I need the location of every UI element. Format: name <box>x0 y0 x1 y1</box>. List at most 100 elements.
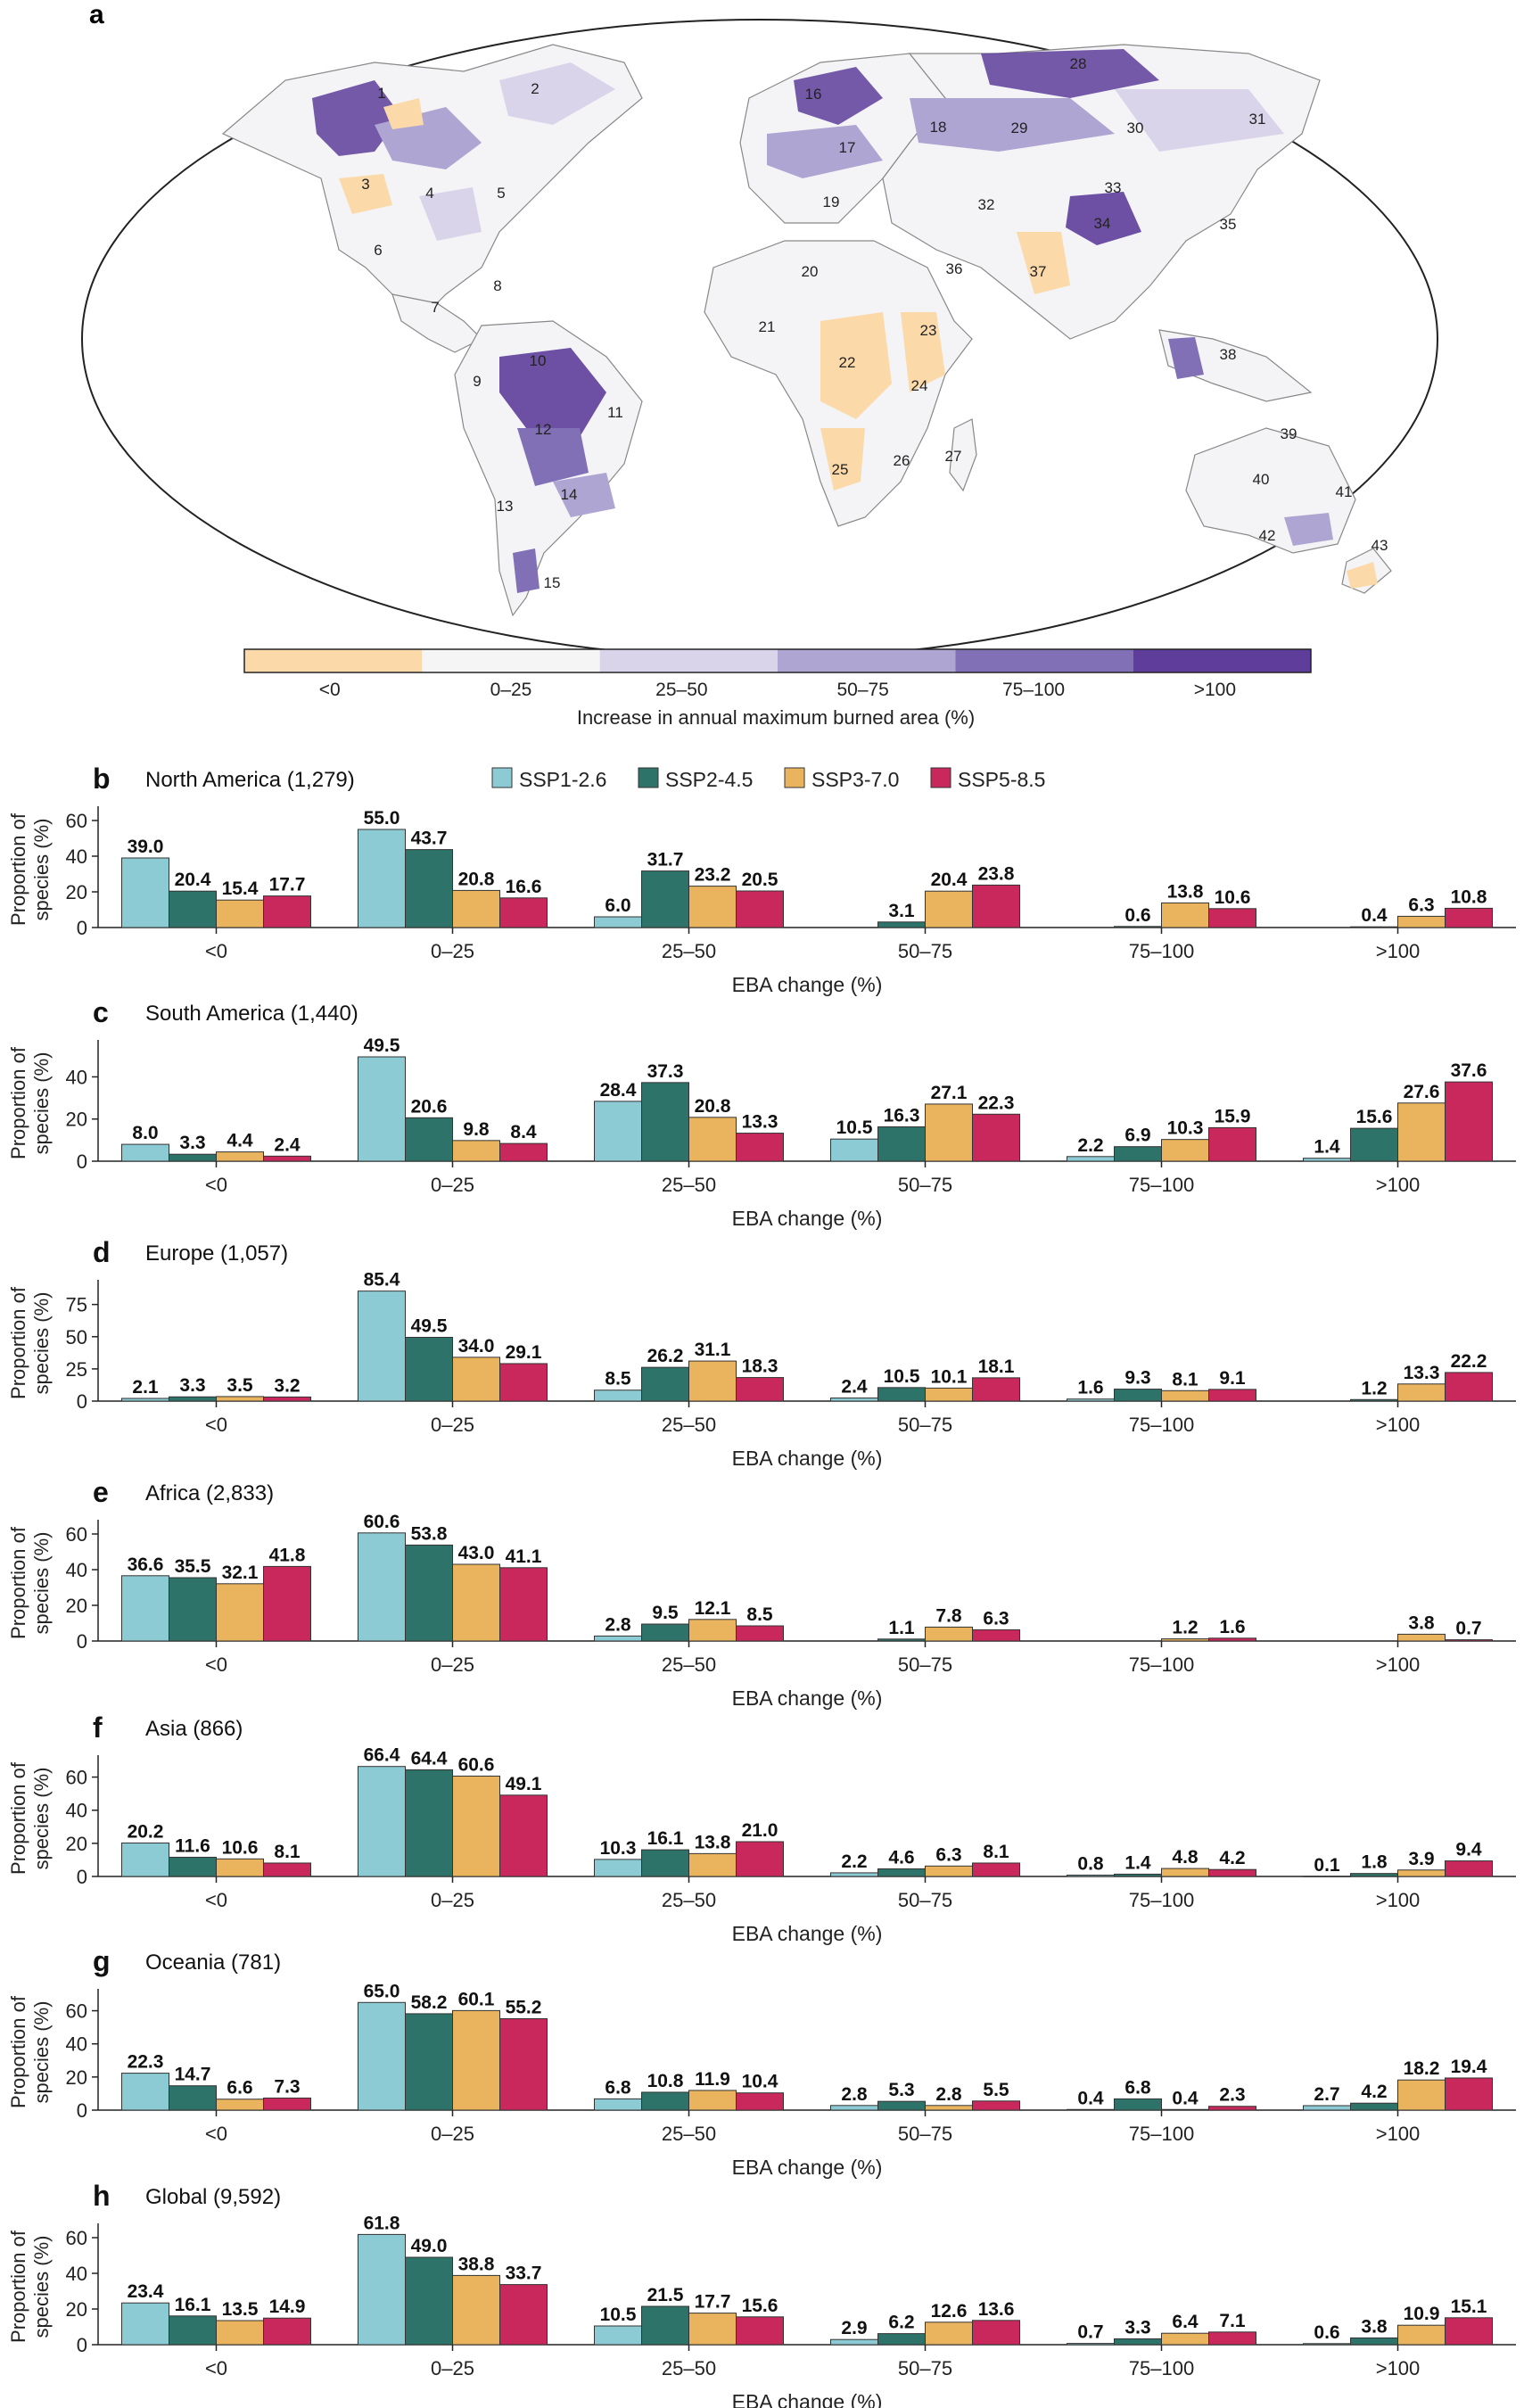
bar <box>1161 1868 1209 1877</box>
bar-value-label: 55.2 <box>506 1997 542 2017</box>
bar-value-label: 22.3 <box>128 2052 164 2073</box>
patch-region-14 <box>553 473 615 517</box>
bar <box>169 1856 217 1877</box>
bar <box>641 1849 689 1877</box>
colorbar-tick: 50–75 <box>836 680 888 700</box>
bar <box>972 2320 1020 2346</box>
bar <box>1445 1860 1493 1877</box>
bar <box>830 2338 878 2346</box>
y-tick-label: 40 <box>66 2263 87 2285</box>
bar-value-label: 6.3 <box>983 1608 1009 1629</box>
bar-value-label: 49.5 <box>364 1035 400 1056</box>
bar-value-label: 31.1 <box>695 1340 731 1360</box>
colorbar-segment <box>1133 649 1311 672</box>
bar-value-label: 2.4 <box>274 1134 301 1155</box>
bar <box>499 897 548 928</box>
bar-value-label: 12.1 <box>695 1598 731 1619</box>
y-axis-label: Proportion ofspecies (%) <box>7 1995 53 2108</box>
colorbar-segment <box>422 649 600 672</box>
x-tick-label: >100 <box>1376 2123 1421 2145</box>
bar-value-label: 1.6 <box>1077 1378 1103 1398</box>
bar-value-label: 8.4 <box>510 1122 537 1142</box>
bar <box>121 1842 169 1877</box>
bar <box>1161 1390 1209 1402</box>
bar <box>736 1133 784 1162</box>
y-axis-label: Proportion ofspecies (%) <box>7 812 53 926</box>
region-label: 41 <box>1336 483 1353 500</box>
bar <box>452 2274 500 2346</box>
bar-value-label: 13.6 <box>978 2299 1015 2320</box>
patch-region-2b <box>499 62 615 125</box>
bar-value-label: 2.2 <box>1077 1135 1103 1156</box>
bar-value-label: 53.8 <box>411 1523 448 1544</box>
y-tick-label: 0 <box>77 2334 87 2356</box>
bar <box>641 870 689 928</box>
x-tick-label: >100 <box>1376 1174 1421 1196</box>
bar <box>1208 1637 1256 1642</box>
region-label: 24 <box>911 377 928 394</box>
bar <box>216 1858 264 1877</box>
bar-value-label: 66.4 <box>364 1745 400 1766</box>
bar-value-label: 1.8 <box>1361 1852 1388 1873</box>
bar <box>736 890 784 928</box>
region-label: 27 <box>945 448 962 465</box>
bar <box>830 2105 878 2111</box>
bar-value-label: 10.4 <box>742 2072 778 2092</box>
bar-value-label: 37.6 <box>1451 1060 1487 1081</box>
bar-value-label: 15.6 <box>1356 1107 1393 1127</box>
region-label: 39 <box>1281 425 1297 442</box>
bar-value-label: 17.7 <box>269 875 306 895</box>
x-tick-label: 0–25 <box>431 940 474 962</box>
bar <box>1397 1633 1446 1642</box>
x-tick-label: 75–100 <box>1129 1653 1194 1676</box>
bar-value-label: 18.3 <box>742 1357 778 1377</box>
bar-value-label: 3.3 <box>179 1133 205 1153</box>
bar-value-label: 11.6 <box>175 1835 210 1856</box>
colorbar-segment <box>955 649 1133 672</box>
y-tick-label: 60 <box>66 810 87 832</box>
panel-letter: f <box>93 1711 103 1744</box>
bar <box>688 1360 737 1402</box>
x-tick-label: 75–100 <box>1129 940 1194 962</box>
bar <box>121 1398 169 1402</box>
bar <box>1303 1158 1351 1162</box>
bar-value-label: 0.1 <box>1314 1855 1340 1876</box>
y-axis-label: Proportion ofspecies (%) <box>7 1526 53 1639</box>
bar <box>121 2302 169 2346</box>
x-tick-label: 0–25 <box>431 2123 474 2145</box>
region-label: 36 <box>946 260 963 277</box>
x-tick-label: 75–100 <box>1129 1889 1194 1911</box>
bar <box>1397 1869 1446 1877</box>
bar-value-label: 21.5 <box>647 2285 684 2305</box>
bar <box>1303 2105 1351 2111</box>
bar-value-label: 21.0 <box>742 1820 778 1841</box>
colorbar-segment <box>599 649 778 672</box>
patch-orange-na <box>383 98 424 129</box>
bar-value-label: 10.8 <box>647 2071 684 2091</box>
bar <box>1208 2106 1256 2111</box>
x-tick-label: 25–50 <box>662 1889 716 1911</box>
region-label: 23 <box>920 322 937 339</box>
region-label: 13 <box>497 498 514 515</box>
bar <box>972 1862 1020 1877</box>
bar-value-label: 33.7 <box>506 2264 542 2284</box>
bar-charts: b North America (1,279) Proportion ofspeci… <box>7 763 1516 2408</box>
region-label: 14 <box>561 486 578 503</box>
x-tick-label: >100 <box>1376 1889 1421 1911</box>
patch-region-22 <box>820 312 892 419</box>
bar <box>1208 1126 1256 1162</box>
bar <box>216 2320 264 2346</box>
bar <box>263 2317 311 2346</box>
region-label: 18 <box>930 119 947 136</box>
bar <box>405 1769 453 1877</box>
bar <box>1161 2108 1209 2111</box>
panel-a-map: a <box>81 0 1438 729</box>
bar <box>1350 1127 1398 1162</box>
bar <box>925 1103 973 1162</box>
bar-value-label: 18.1 <box>978 1357 1015 1377</box>
bar <box>1067 2108 1115 2111</box>
colorbar-segment <box>244 649 423 672</box>
x-tick-label: 50–75 <box>898 2357 952 2379</box>
bar-value-label: 6.8 <box>605 2077 631 2098</box>
bar-value-label: 1.2 <box>1172 1618 1198 1638</box>
